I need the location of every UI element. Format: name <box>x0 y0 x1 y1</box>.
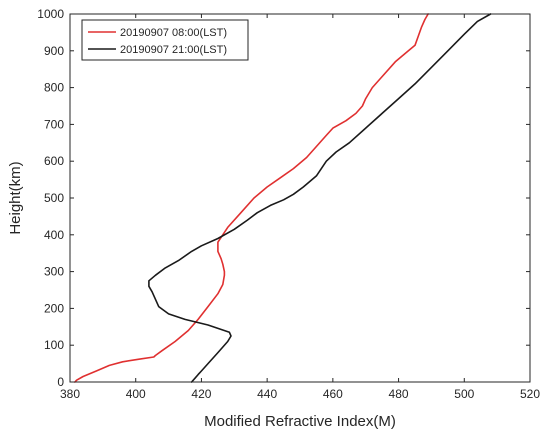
y-axis-label: Height(km) <box>7 161 24 234</box>
y-tick-label-3: 300 <box>44 265 64 279</box>
x-tick-label-0: 380 <box>60 387 80 401</box>
legend-label-0: 20190907 08:00(LST) <box>120 27 227 39</box>
y-tick-label-2: 200 <box>44 301 64 315</box>
x-tick-label-1: 400 <box>126 387 146 401</box>
series-line-1 <box>148 13 492 383</box>
x-axis-label: Modified Refractive Index(M) <box>204 413 396 430</box>
x-tick-label-7: 520 <box>520 387 540 401</box>
y-tick-label-9: 900 <box>44 44 64 58</box>
x-tick-label-3: 440 <box>257 387 277 401</box>
plot-area <box>70 14 530 382</box>
y-tick-label-6: 600 <box>44 154 64 168</box>
y-tick-label-4: 400 <box>44 228 64 242</box>
y-tick-label-1: 100 <box>44 338 64 352</box>
y-tick-label-8: 800 <box>44 81 64 95</box>
x-tick-label-6: 500 <box>454 387 474 401</box>
y-tick-label-10: 1000 <box>37 7 64 21</box>
x-tick-label-4: 460 <box>323 387 343 401</box>
x-tick-label-2: 420 <box>191 387 211 401</box>
series-line-0 <box>74 13 429 383</box>
legend-box <box>81 19 249 61</box>
x-tick-label-5: 480 <box>389 387 409 401</box>
y-tick-label-7: 700 <box>44 117 64 131</box>
y-tick-label-0: 0 <box>57 375 64 389</box>
legend-label-1: 20190907 21:00(LST) <box>120 44 227 56</box>
y-tick-label-5: 500 <box>44 191 64 205</box>
legend: 20190907 08:00(LST) 20190907 21:00(LST) <box>81 19 249 61</box>
